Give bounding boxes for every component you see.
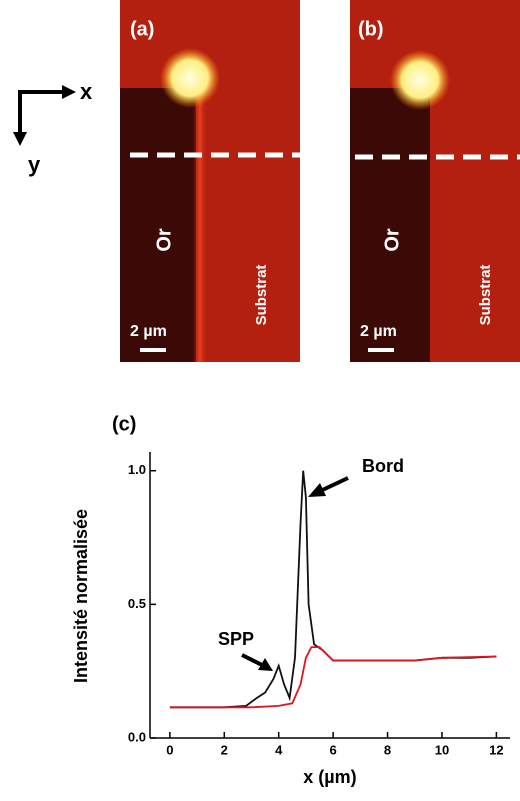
x-tick-label: 6 (330, 742, 337, 757)
x-tick-label: 4 (275, 742, 283, 757)
chart-title: (c) (112, 413, 136, 435)
x-tick-label: 8 (384, 742, 391, 757)
axis-icon-label: y (28, 152, 41, 177)
arrow-head (13, 132, 27, 146)
axis-icon-label: x (80, 79, 93, 104)
substrate-label: Substrat (253, 265, 270, 326)
y-tick-label: 0.0 (128, 729, 146, 744)
panel-image (350, 0, 520, 362)
axes-icon (18, 90, 66, 136)
arrow-head (308, 483, 326, 497)
substrate-label: Substrat (477, 265, 494, 326)
y-tick-label: 1.0 (128, 462, 146, 477)
scale-label: 2 µm (130, 323, 167, 340)
annotation: Bord (362, 456, 404, 476)
arrow-head (258, 658, 273, 671)
series-line (169, 470, 497, 709)
annotation-arrow (241, 653, 265, 668)
scale-label: 2 µm (360, 323, 397, 340)
arrow-head (62, 85, 76, 99)
series-line (169, 646, 497, 709)
panel-image (120, 0, 300, 362)
x-tick-label: 10 (435, 742, 449, 757)
material-label: Or (381, 228, 403, 252)
x-tick-label: 2 (221, 742, 228, 757)
x-axis-label: x (µm) (303, 767, 356, 787)
panel-label: (b) (358, 18, 384, 40)
x-tick-label: 0 (166, 742, 173, 757)
material-label: Or (153, 228, 175, 252)
annotation: SPP (218, 629, 254, 649)
x-tick-label: 12 (489, 742, 503, 757)
panel-label: (a) (130, 18, 154, 40)
y-tick-label: 0.5 (128, 596, 146, 611)
y-axis-label: Intensité normalisée (71, 509, 91, 683)
